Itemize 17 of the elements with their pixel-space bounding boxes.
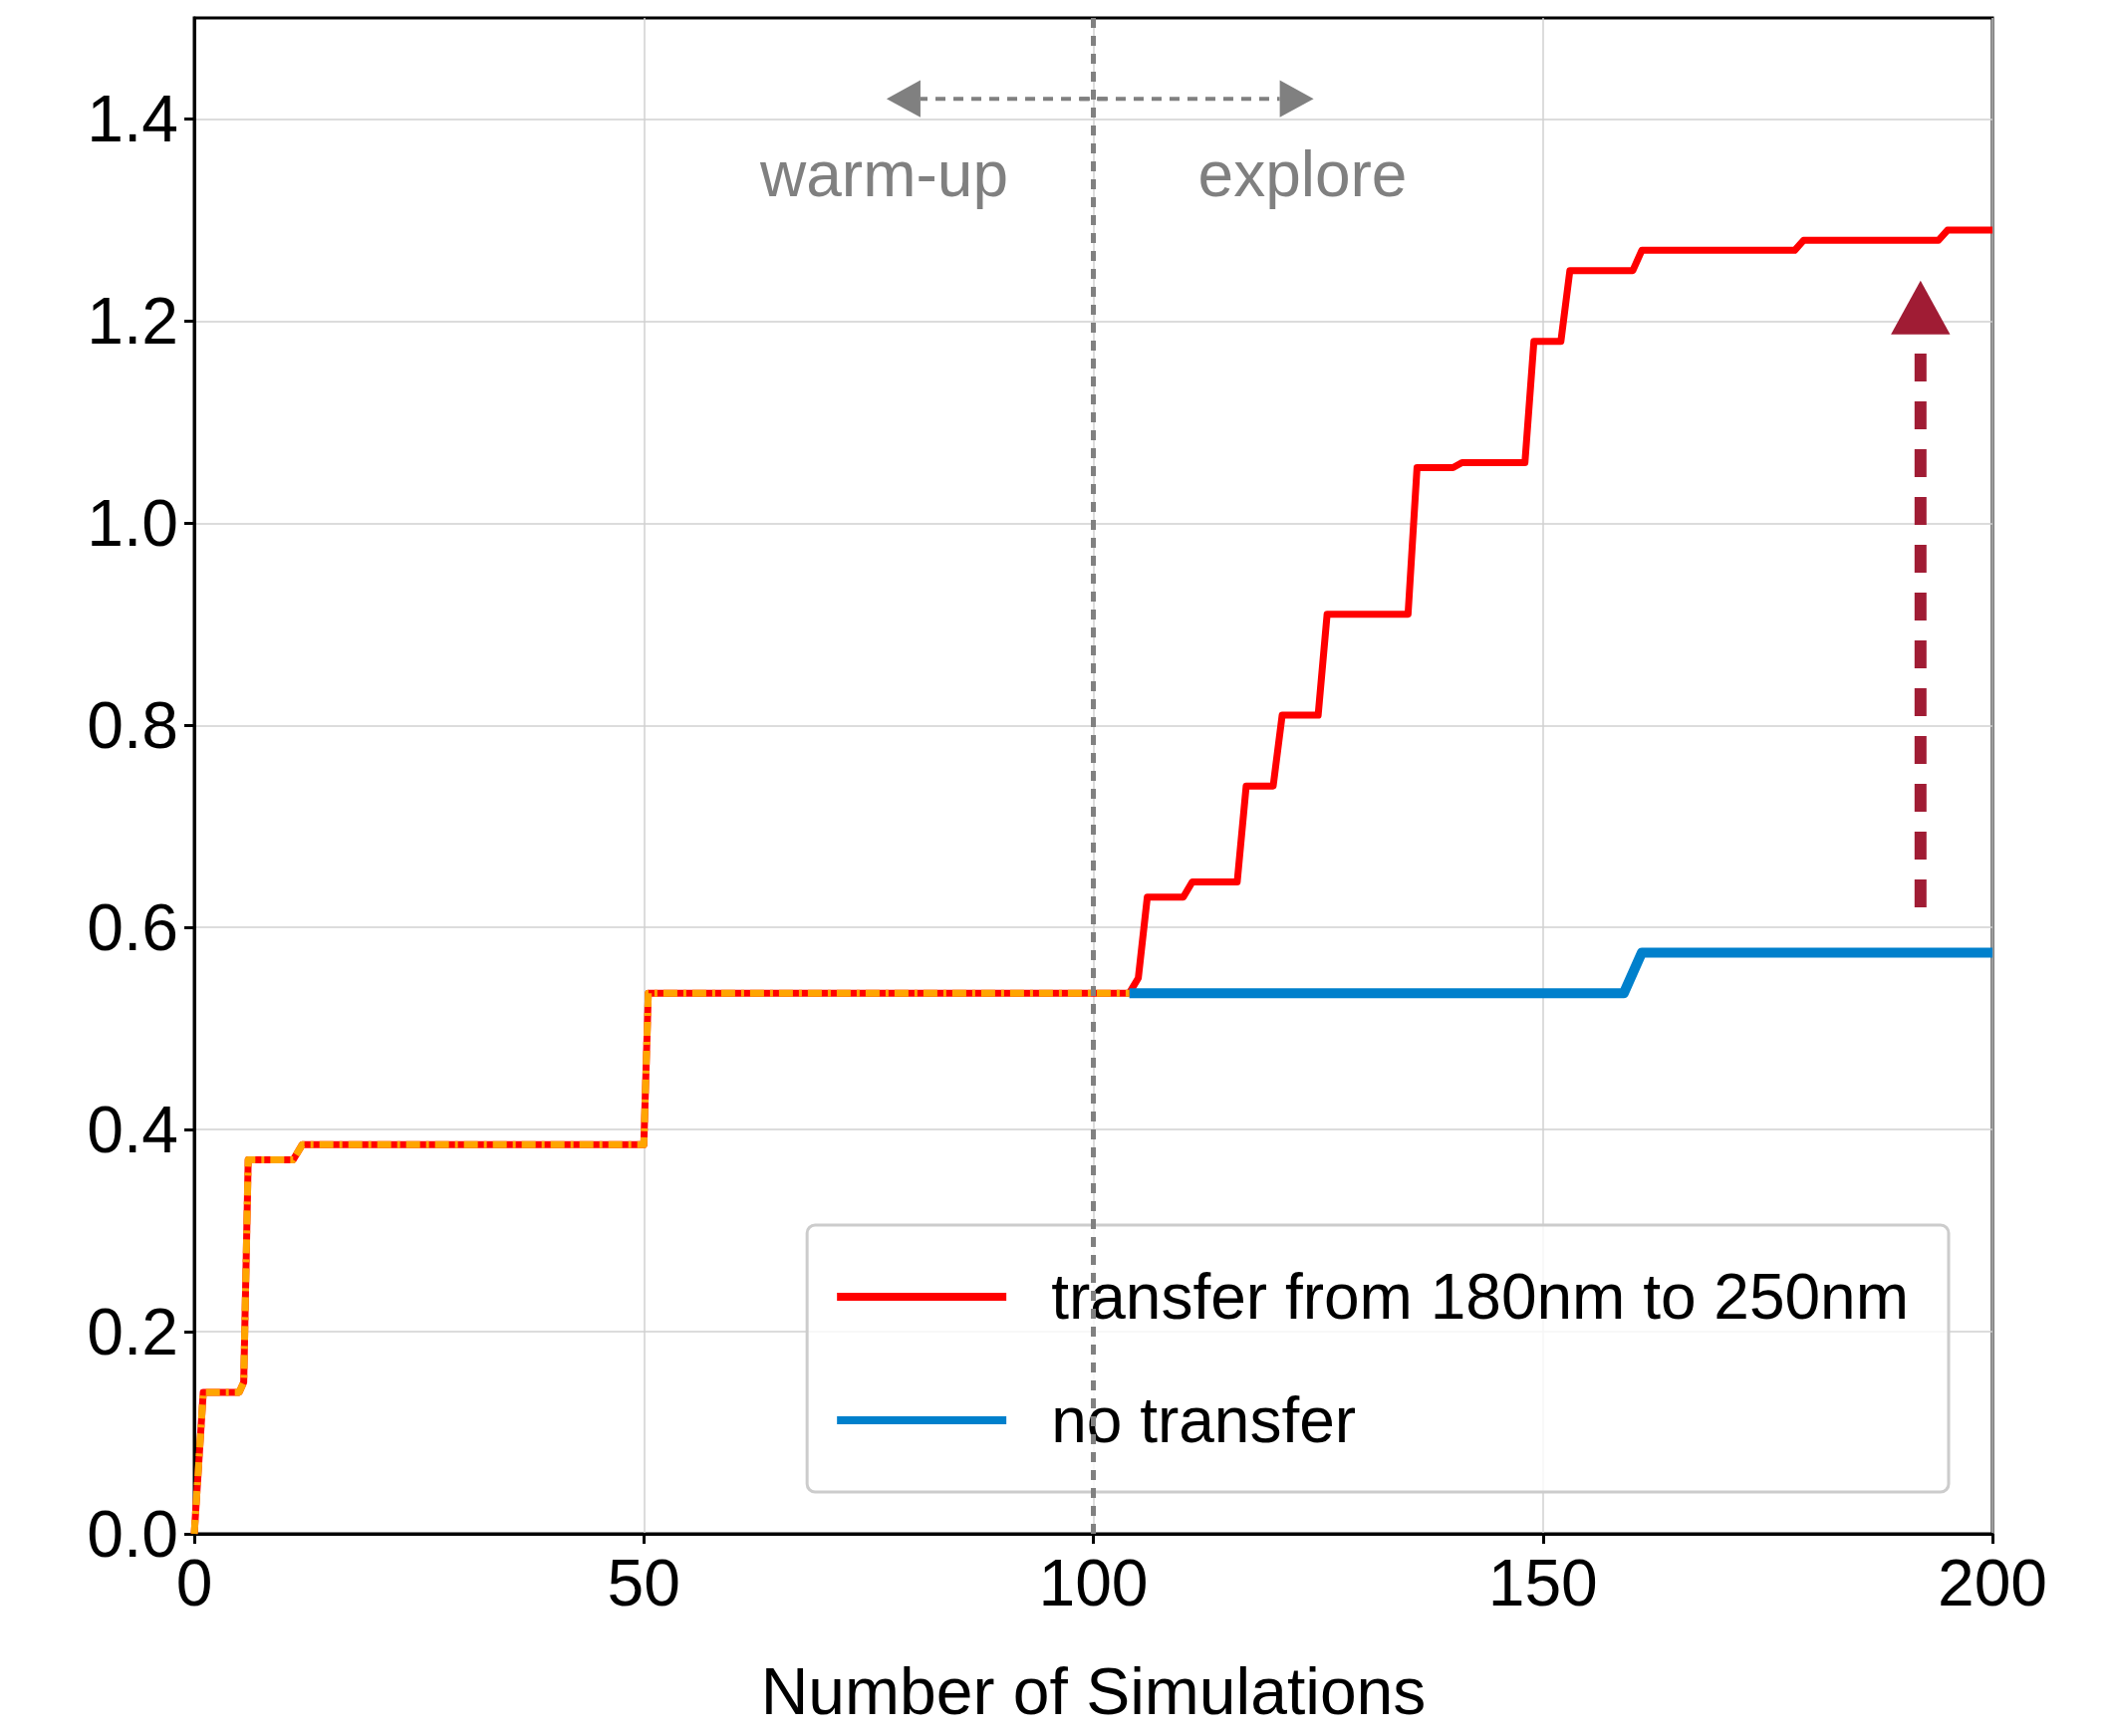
y-tick-label: 0.2 [87,1295,178,1369]
y-tick-label: 0.4 [87,1093,178,1167]
annotation: warm-up [759,138,1008,210]
y-tick-label: 1.2 [87,284,178,359]
x-tick-label: 100 [1038,1546,1149,1619]
x-tick-label: 200 [1937,1546,2048,1619]
y-tick-label: 0.8 [87,688,178,763]
y-tick-label: 1.4 [87,82,178,156]
y-tick-label: 0.0 [87,1497,178,1571]
x-tick-label: 50 [607,1546,680,1619]
x-tick-label: 0 [175,1546,213,1619]
x-tick-label: 150 [1487,1546,1598,1619]
x-axis-title: Number of Simulations [760,1654,1427,1728]
y-tick-label: 0.6 [87,890,178,965]
annotation: explore [1197,138,1408,210]
legend-label: transfer from 180nm to 250nm [1051,1261,1909,1333]
y-tick-label: 1.0 [87,486,178,561]
